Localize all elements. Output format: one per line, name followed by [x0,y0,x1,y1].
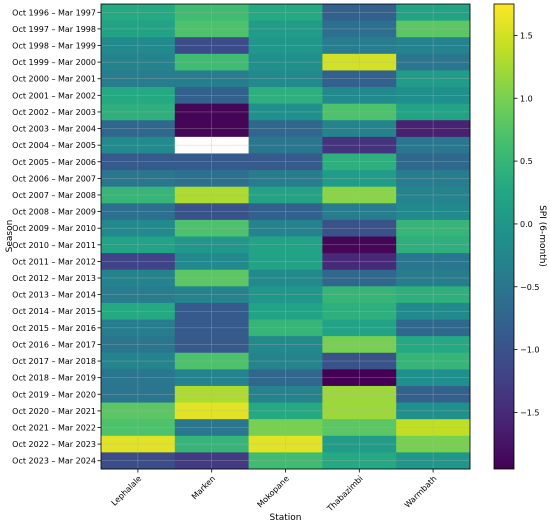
x-axis-label: Station [270,513,302,523]
x-tick-label: Thabazimbi [325,474,365,514]
colorbar [493,3,515,470]
colorbar-tick-label: −1.5 [520,408,539,417]
y-tick-label: Oct 2009 – Mar 2010 [12,224,96,233]
y-tick-label: Oct 1996 – Mar 1997 [12,8,96,17]
y-tick-label: Oct 2003 – Mar 2004 [12,125,96,134]
colorbar-ticks: 1.5 1.0 0.5 0.0 −0.5 −1.0 −1.5 [514,31,539,417]
y-tick-label: Oct 2019 – Mar 2020 [12,390,96,399]
x-tick-label: Lephalale [110,474,144,508]
y-tick-label: Oct 2010 – Mar 2011 [12,241,96,250]
y-tick-label: Oct 2011 – Mar 2012 [12,257,96,266]
y-tick-label: Oct 2000 – Mar 2001 [12,75,96,84]
y-tick-label: Oct 2006 – Mar 2007 [12,174,96,183]
y-tick-label: Oct 2012 – Mar 2013 [12,274,96,283]
x-tick-label: Warmbath [403,474,439,510]
y-tick-label: Oct 2002 – Mar 2003 [12,108,96,117]
y-tick-label: Oct 2007 – Mar 2008 [12,191,96,200]
y-tick-label: Oct 2016 – Mar 2017 [12,340,96,349]
colorbar-tick-label: 0.0 [520,220,533,229]
heatmap-grid [101,4,470,469]
y-tick-label: Oct 2004 – Mar 2005 [12,141,96,150]
y-tick-label: Oct 2022 – Mar 2023 [12,440,96,449]
y-tick-label: Oct 2018 – Mar 2019 [12,374,96,383]
y-tick-label: Oct 2014 – Mar 2015 [12,307,96,316]
x-tick-labels: Lephalale Marken Mokopane Thabazimbi Warmbat… [110,469,439,514]
colorbar-tick-label: 0.5 [520,157,533,166]
x-tick-label: Marken [190,474,217,501]
y-tick-label: Oct 2017 – Mar 2018 [12,357,96,366]
x-tick-label: Mokopane [256,474,291,509]
y-tick-label: Oct 2021 – Mar 2022 [12,423,96,432]
y-tick-label: Oct 2015 – Mar 2016 [12,324,96,333]
y-tick-label: Oct 1999 – Mar 2000 [12,58,96,67]
colorbar-tick-label: 1.0 [520,94,533,103]
y-tick-label: Oct 2001 – Mar 2002 [12,91,96,100]
y-tick-label: Oct 2005 – Mar 2006 [12,158,96,167]
colorbar-tick-label: −0.5 [520,283,539,292]
colorbar-tick-label: 1.5 [520,31,533,40]
y-tick-label: Oct 2008 – Mar 2009 [12,208,96,217]
y-tick-label: Oct 1998 – Mar 1999 [12,42,96,51]
y-tick-label: Oct 1997 – Mar 1998 [12,25,96,34]
colorbar-label: SPI (6-month) [537,205,547,267]
colorbar-tick-label: −1.0 [520,346,539,355]
y-tick-label: Oct 2023 – Mar 2024 [12,457,96,466]
y-tick-label: Oct 2013 – Mar 2014 [12,291,96,300]
y-tick-labels: Oct 1996 – Mar 1997 Oct 1997 – Mar 1998 Oc… [12,8,101,466]
y-axis-label: Season [5,220,15,253]
y-tick-label: Oct 2020 – Mar 2021 [12,407,96,416]
